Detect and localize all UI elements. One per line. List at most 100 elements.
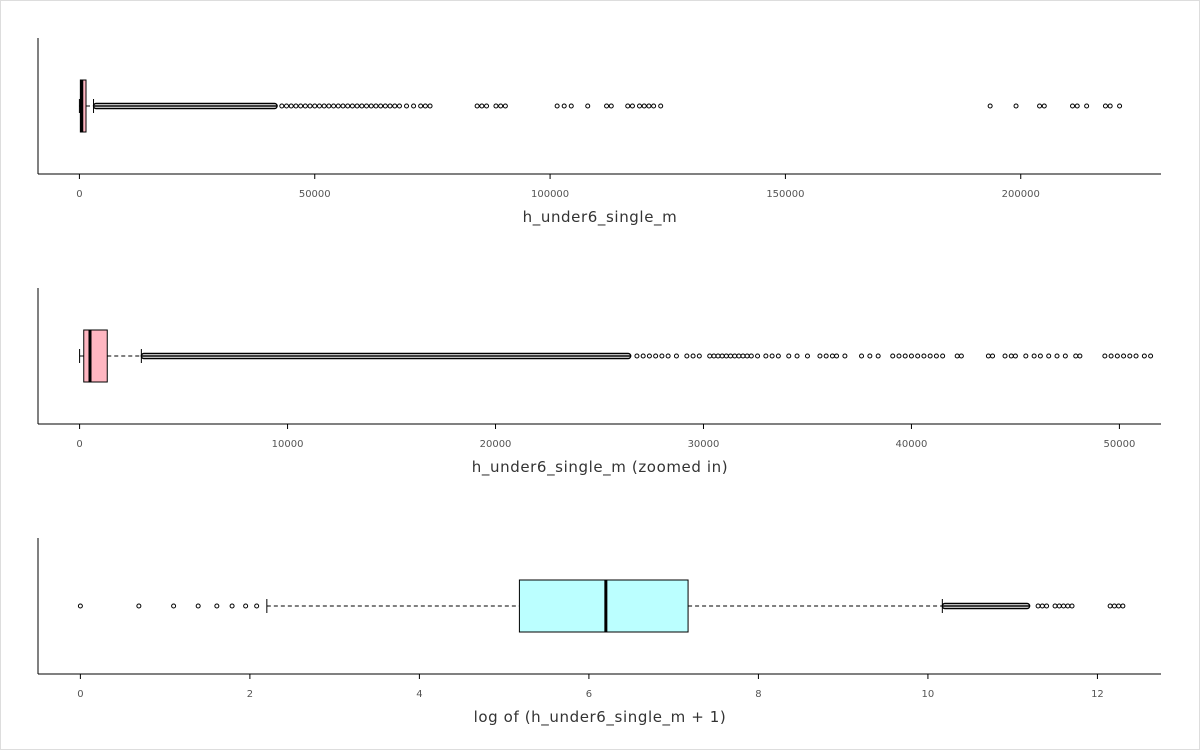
outlier-point (1127, 353, 1133, 359)
outlier-point (1074, 103, 1080, 109)
outlier-point (404, 103, 410, 109)
outlier-point (1148, 353, 1154, 359)
x-tick-label: 6 (586, 689, 592, 700)
outlier-point (387, 103, 393, 109)
outlier-point (368, 103, 374, 109)
outlier-point (354, 103, 360, 109)
outlier-point (1107, 103, 1113, 109)
x-tick-label: 30000 (688, 439, 720, 450)
outlier-point (794, 353, 800, 359)
outlier-point (940, 353, 946, 359)
outlier-point (748, 353, 754, 359)
outlier-point (629, 103, 635, 109)
outlier-point (1077, 353, 1083, 359)
x-tick-label: 10 (922, 689, 935, 700)
outlier-point (359, 103, 365, 109)
outlier-point (755, 353, 761, 359)
iqr-box (83, 329, 108, 383)
outlier-point (834, 353, 840, 359)
x-axis-title: log of (h_under6_single_m + 1) (474, 708, 727, 727)
outlier-point (307, 103, 313, 109)
outlier-point (817, 353, 823, 359)
outlier-point (349, 103, 355, 109)
outlier-point (908, 353, 914, 359)
outlier-point (382, 103, 388, 109)
outlier-point (474, 103, 480, 109)
outlier-point (867, 353, 873, 359)
outlier-point (364, 103, 370, 109)
outlier-point (345, 103, 351, 109)
outlier-point (902, 353, 908, 359)
x-tick-label: 20000 (480, 439, 512, 450)
outlier-point (646, 353, 652, 359)
outlier-point (326, 103, 332, 109)
x-tick-label: 4 (416, 689, 422, 700)
x-tick-label: 50000 (1104, 439, 1136, 450)
outlier-point (990, 353, 996, 359)
outlier-point (585, 103, 591, 109)
outlier-point (335, 103, 341, 109)
panel-raw: h_under6_single_m 0 50000 100000 150000 2000… (37, 38, 1161, 227)
outlier-point (640, 353, 646, 359)
outlier-point (665, 353, 671, 359)
x-tick-label: 40000 (896, 439, 928, 450)
panel-log: log of (h_under6_single_m + 1) 0 2 4 6 8 10 12 (37, 538, 1161, 727)
x-axis-title: h_under6_single_m (523, 208, 678, 227)
x-tick-label: 8 (755, 689, 761, 700)
outlier-point (608, 103, 614, 109)
outlier-point (1062, 353, 1068, 359)
x-tick-label: 200000 (1002, 189, 1040, 200)
outlier-point (479, 103, 485, 109)
outlier-point (136, 603, 142, 609)
outlier-point (658, 103, 664, 109)
x-axis-title: h_under6_single_m (zoomed in) (472, 458, 728, 477)
outlier-point (933, 353, 939, 359)
x-tick-label: 50000 (299, 189, 331, 200)
outlier-point (634, 353, 640, 359)
outlier-point (171, 603, 177, 609)
outlier-point (890, 353, 896, 359)
outlier-point (927, 353, 933, 359)
outlier-point (1069, 603, 1075, 609)
outlier-point (418, 103, 424, 109)
x-tick-label: 150000 (766, 189, 804, 200)
outlier-point (427, 103, 433, 109)
outlier-point (298, 103, 304, 109)
outlier-point (690, 353, 696, 359)
x-tick-label: 0 (77, 689, 83, 700)
x-tick-label: 0 (76, 439, 82, 450)
outlier-point (214, 603, 220, 609)
outlier-point (312, 103, 318, 109)
outlier-point (1108, 353, 1114, 359)
outlier-point (502, 103, 508, 109)
outlier-point (302, 103, 308, 109)
outlier-point (340, 103, 346, 109)
outlier-point (1102, 103, 1108, 109)
outlier-point (958, 353, 964, 359)
outlier-point (1054, 353, 1060, 359)
x-tick-label: 12 (1091, 689, 1104, 700)
outlier-point (653, 353, 659, 359)
outlier-point (411, 103, 417, 109)
outlier-point (763, 353, 769, 359)
outlier-point (684, 353, 690, 359)
outlier-point (786, 353, 792, 359)
outlier-point (373, 103, 379, 109)
iqr-box (518, 579, 689, 633)
outlier-point (1084, 103, 1090, 109)
outlier-point (279, 103, 285, 109)
outlier-point (842, 353, 848, 359)
outlier-point (1012, 353, 1018, 359)
outlier-point (1114, 353, 1120, 359)
outlier-point (396, 103, 402, 109)
outlier-point (987, 103, 993, 109)
x-tick-label: 100000 (531, 189, 569, 200)
outlier-point (769, 353, 775, 359)
outlier-point (1046, 353, 1052, 359)
outlier-point (1002, 353, 1008, 359)
outlier-point (1133, 353, 1139, 359)
outlier-point (673, 353, 679, 359)
outlier-point (254, 603, 260, 609)
